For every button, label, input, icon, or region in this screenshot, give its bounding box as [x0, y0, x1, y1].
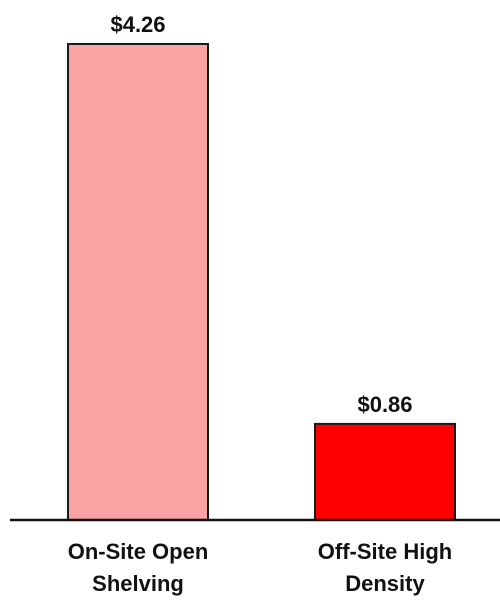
x-tick-label: On-Site Open Shelving	[67, 539, 209, 596]
bar	[314, 422, 456, 521]
value-label: $4.26	[110, 12, 165, 37]
value-label: $0.86	[357, 392, 412, 417]
bar	[67, 43, 209, 521]
x-tick-label: Off-Site High Density	[317, 539, 453, 596]
